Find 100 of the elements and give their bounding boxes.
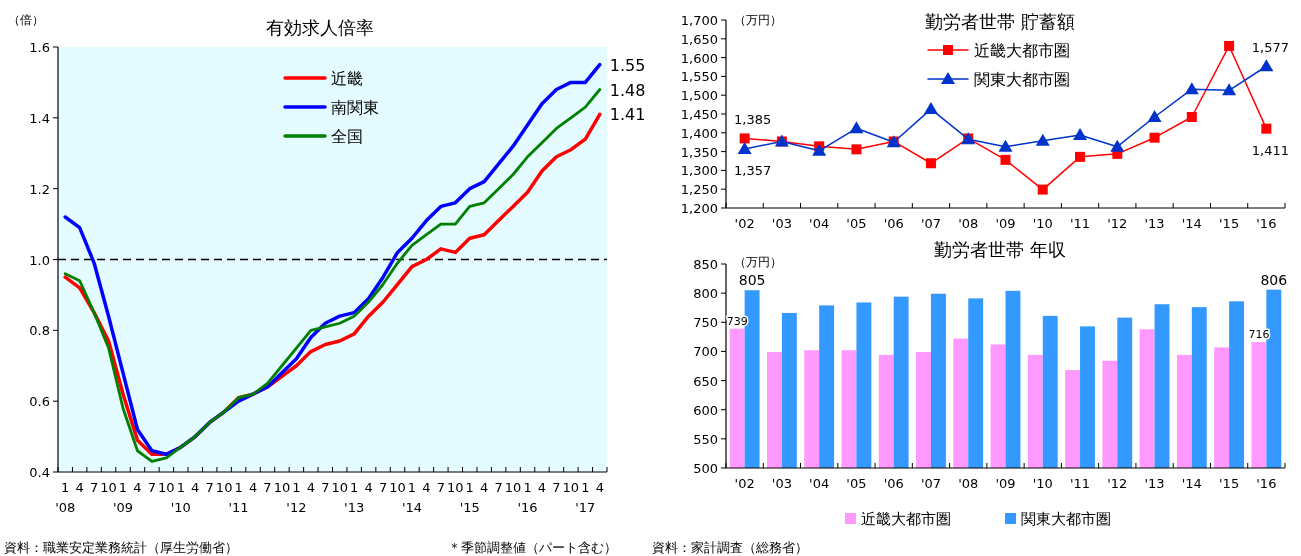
x-tick-label: 10 — [158, 480, 175, 495]
x-tick-label: '10 — [1032, 476, 1053, 491]
annotation: 資料：家計調査（総務省） — [652, 540, 808, 555]
x-tick-label: '11 — [1069, 216, 1091, 231]
x-tick-label: '06 — [883, 216, 904, 231]
x-tick-label: '06 — [883, 476, 904, 491]
point — [849, 121, 864, 134]
x-tick-label: '11 — [1069, 476, 1091, 491]
x-tick-label: 4 — [75, 480, 84, 495]
point — [1037, 184, 1048, 195]
ylabel: （倍） — [8, 13, 44, 27]
x-tick-label: 7 — [321, 480, 330, 495]
value-label: 1.55 — [609, 55, 646, 75]
x-tick-label: '13 — [1144, 216, 1165, 231]
x-tick-label: '10 — [1032, 216, 1053, 231]
point — [998, 139, 1013, 152]
x-tick-label: 7 — [552, 480, 561, 495]
x-tick-label: 10 — [273, 480, 291, 495]
point — [1147, 110, 1162, 123]
x-tick-label: 4 — [422, 480, 431, 495]
point — [1149, 132, 1160, 143]
x-tick-label: '03 — [771, 476, 792, 491]
y-tick-label: 1,450 — [680, 107, 718, 122]
y-tick-label: 800 — [693, 286, 718, 302]
x-tick-label: '09 — [995, 216, 1016, 231]
annotation: 資料：職業安定業務統計（厚生労働省） — [4, 540, 238, 555]
x-tick-label: '14 — [1181, 476, 1202, 491]
y-tick-label: 1.2 — [29, 181, 50, 197]
x-tick-label: 4 — [537, 480, 547, 495]
legend: 南関東 — [331, 98, 379, 117]
x-tick-label: '16 — [1256, 476, 1277, 491]
x-tick-label: '05 — [846, 476, 867, 491]
x-tick-label: '15 — [1219, 476, 1240, 491]
y-tick-label: 1.4 — [29, 110, 50, 126]
point — [1259, 59, 1274, 72]
point — [737, 141, 752, 154]
x-tick-label: '08 — [958, 476, 979, 491]
point — [1000, 154, 1011, 165]
y-tick-label: 1.6 — [29, 40, 50, 55]
value-label: 806 — [1260, 271, 1288, 288]
value-label: 805 — [738, 272, 766, 289]
x-tick-label: 10 — [100, 480, 117, 495]
y-tick-label: 1,600 — [680, 50, 718, 66]
x-tick-label: '05 — [846, 216, 867, 231]
y-tick-label: 1,400 — [680, 125, 718, 141]
x-tick-label: 4 — [306, 480, 315, 495]
point — [1224, 40, 1235, 51]
title: 有効求人倍率 — [266, 17, 374, 38]
x-tick-label: 7 — [263, 480, 272, 495]
y-tick-label: 0.4 — [29, 465, 50, 480]
legend: 全国 — [331, 127, 363, 146]
legend: 関東大都市圏 — [1021, 510, 1111, 528]
annotation: ＊季節調整値（パート含む） — [448, 540, 617, 555]
point — [1035, 133, 1050, 146]
x-tick-label: '08 — [958, 216, 979, 231]
x-tick-label: 10 — [504, 480, 522, 495]
y-tick-label: 700 — [693, 344, 718, 360]
x-tick-label: 4 — [248, 480, 258, 495]
x-tick-label: '12 — [1107, 476, 1128, 491]
legend: 近畿大都市圏 — [861, 510, 951, 528]
value-label: 1,577 — [1251, 40, 1289, 56]
point — [923, 102, 938, 115]
x-tick-label: '09 — [995, 476, 1016, 491]
value-label: 1.41 — [609, 105, 646, 125]
y-tick-label: 1,350 — [680, 144, 718, 160]
point — [739, 133, 750, 144]
y-tick-label: 750 — [693, 315, 718, 331]
x-tick-label: 7 — [147, 480, 157, 495]
x-tick-label: 10 — [447, 480, 464, 495]
point — [1186, 112, 1197, 123]
y-tick-label: 1,700 — [680, 13, 718, 28]
y-tick-label: 1.0 — [29, 252, 50, 268]
point — [1075, 151, 1086, 162]
y-tick-label: 1,500 — [680, 88, 718, 104]
x-tick-label: 4 — [480, 480, 489, 495]
y-tick-label: 0.6 — [29, 394, 50, 410]
x-tick-label: 1 '08 — [55, 480, 76, 515]
point — [925, 158, 936, 169]
x-tick-label: '07 — [920, 476, 942, 491]
legend: 近畿 — [331, 69, 363, 88]
point — [1110, 139, 1125, 152]
x-tick-label: 4 — [364, 480, 373, 495]
y-tick-label: 600 — [693, 402, 718, 418]
x-tick-label: '13 — [1144, 476, 1165, 491]
legend: 関東大都市圏 — [974, 70, 1070, 89]
y-tick-label: 1,550 — [680, 69, 718, 85]
point — [812, 143, 827, 156]
x-tick-label: '14 — [1181, 216, 1202, 231]
y-tick-label: 1,300 — [680, 163, 718, 179]
legend: 近畿大都市圏 — [974, 41, 1070, 60]
x-tick-label: '04 — [809, 216, 830, 231]
x-tick-label: 7 — [436, 480, 445, 495]
x-tick-label: '16 — [1256, 216, 1277, 231]
y-tick-label: 850 — [693, 257, 718, 272]
x-tick-label: 10 — [389, 480, 406, 495]
title: 勤労者世帯 貯蓄額 — [925, 11, 1075, 32]
y-tick-label: 1,650 — [680, 31, 718, 47]
x-tick-label: 4 — [133, 480, 142, 495]
ylabel: （万円） — [734, 255, 782, 269]
x-tick-label: 7 — [89, 480, 99, 495]
